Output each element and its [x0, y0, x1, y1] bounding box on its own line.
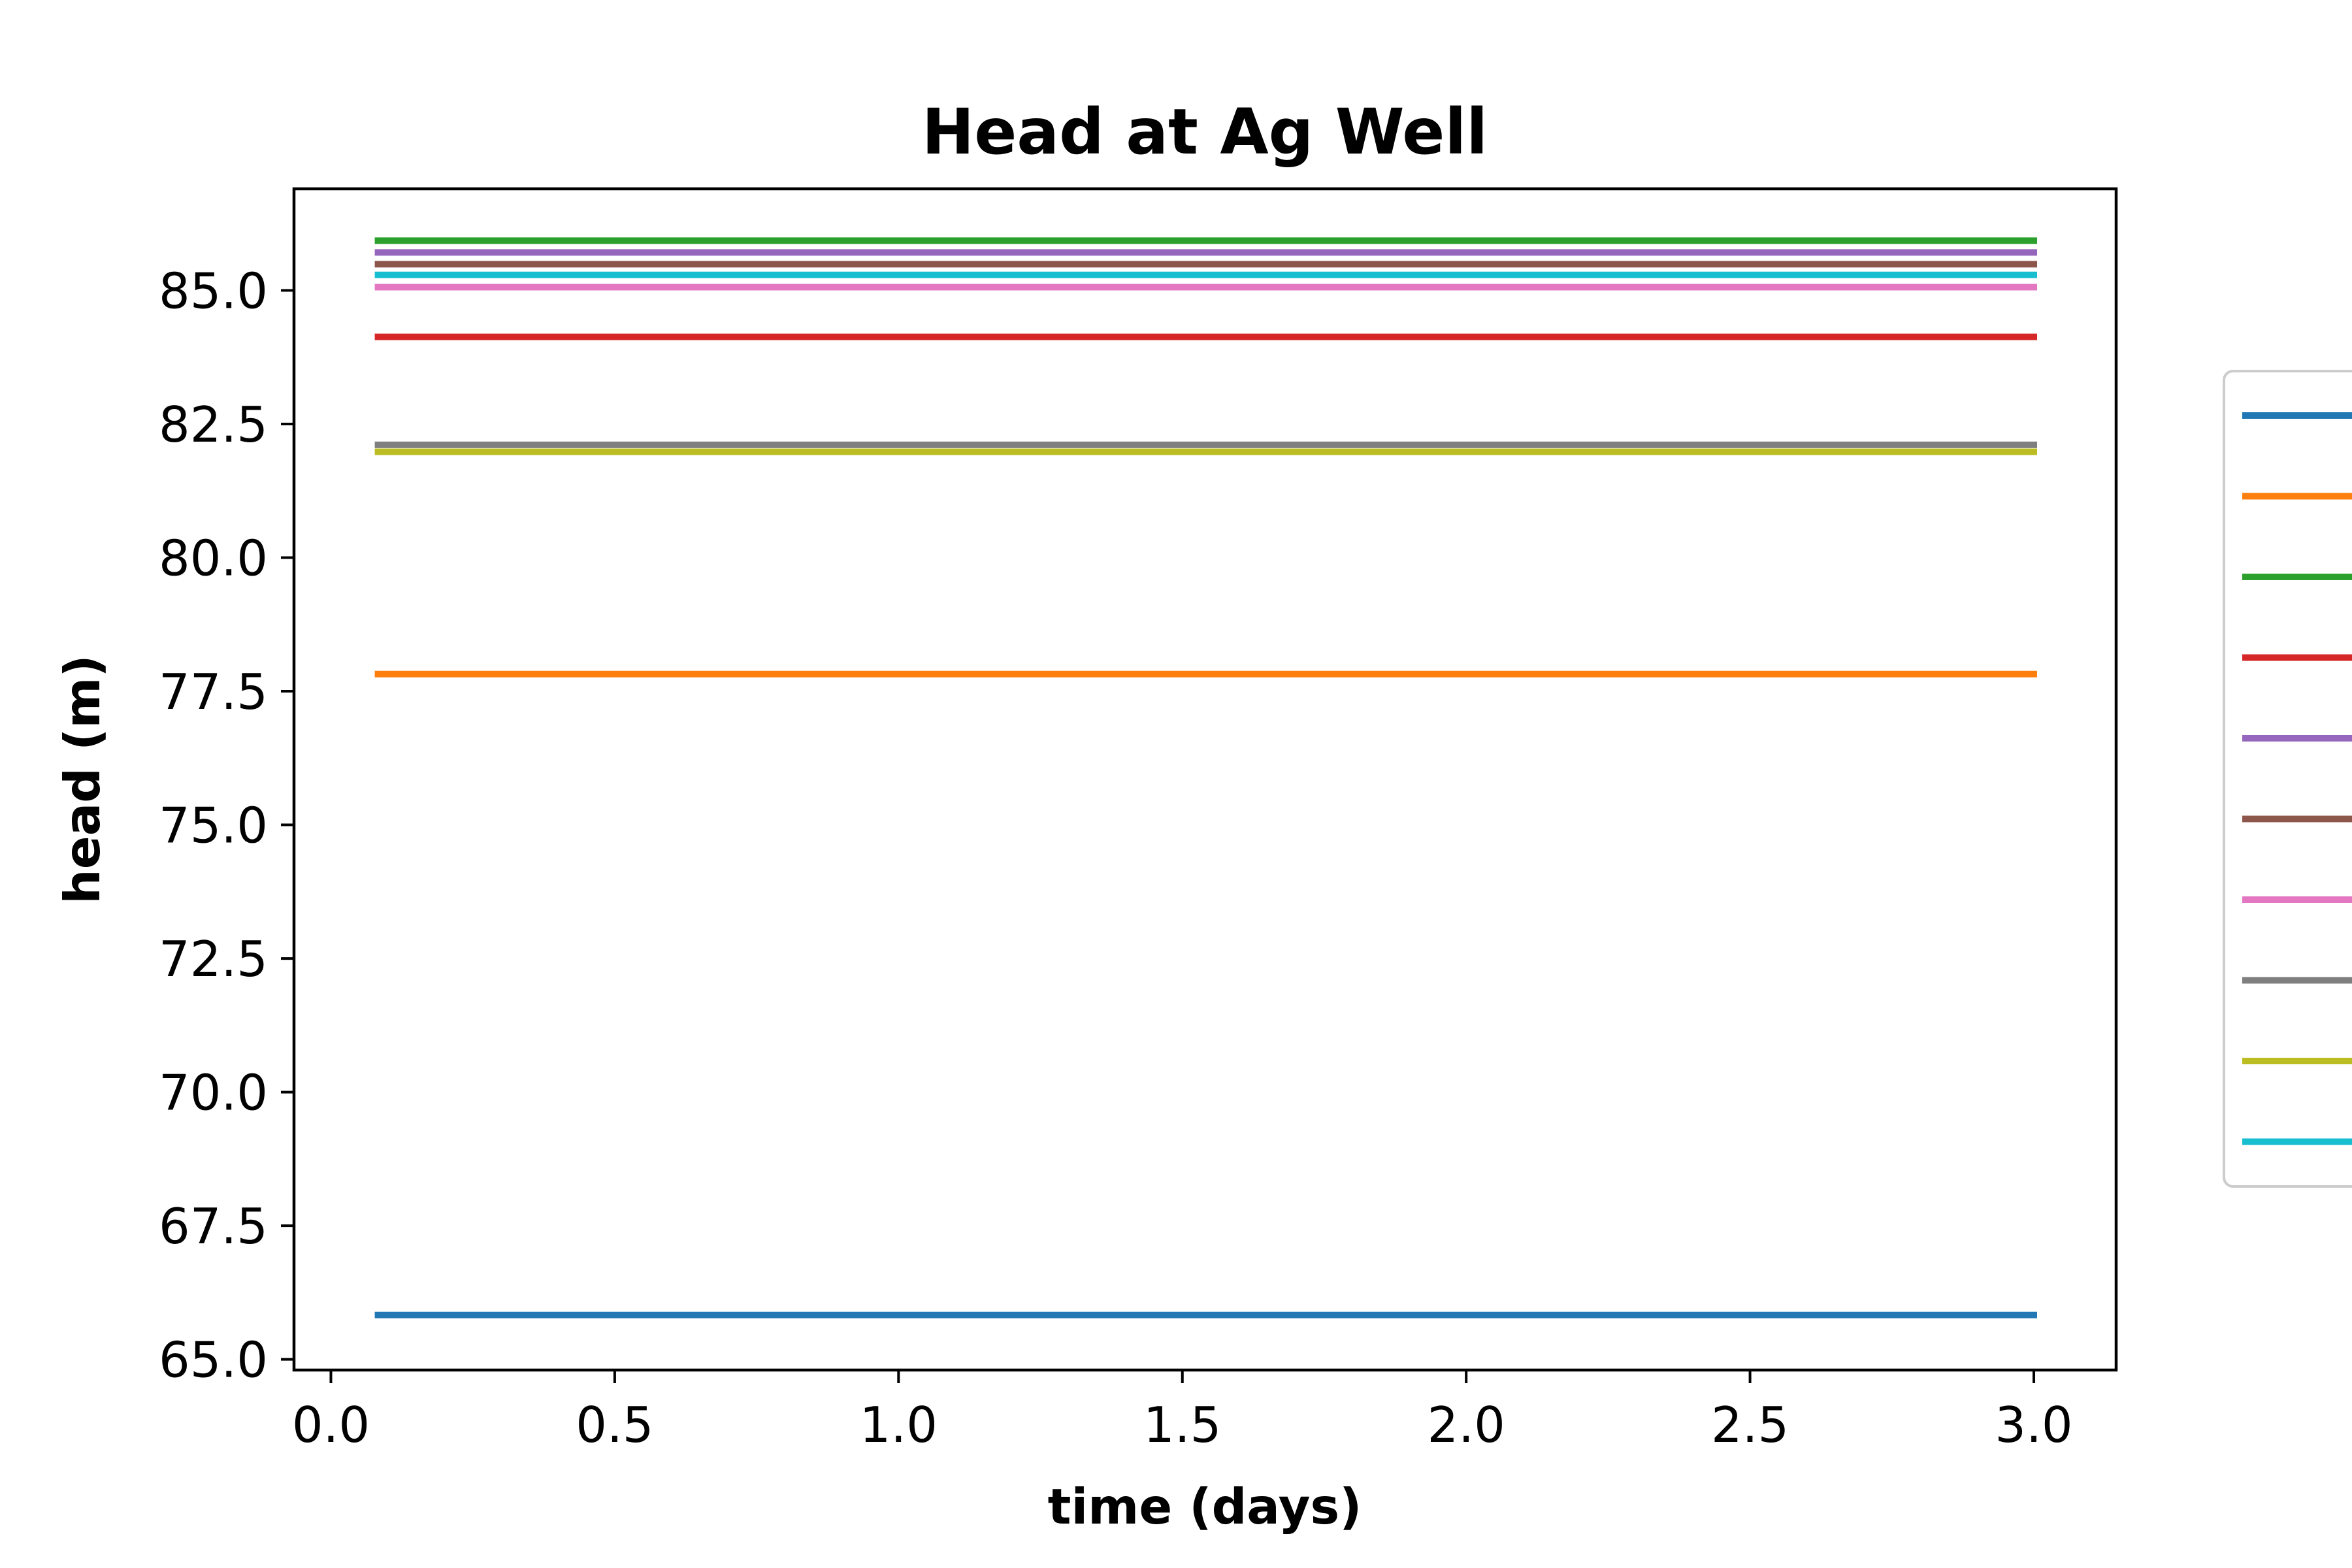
y-tick-label: 80.0 [159, 529, 268, 587]
y-tick-label: 70.0 [159, 1064, 268, 1122]
y-tick-label: 82.5 [159, 396, 268, 453]
y-tick-label: 65.0 [159, 1331, 268, 1389]
chart-title: Head at Ag Well [922, 95, 1488, 169]
x-tick-label: 1.5 [1143, 1396, 1221, 1454]
x-axis-ticks: 0.0 0.5 1.0 1.5 2.0 2.5 3.0 [292, 1370, 2073, 1454]
y-axis-ticks: 65.0 67.5 70.0 72.5 75.0 77.5 80.0 82.5 85.0 [159, 262, 294, 1389]
y-tick-label: 77.5 [159, 663, 268, 721]
y-axis-label: head (m) [54, 655, 111, 904]
y-tick-label: 67.5 [159, 1198, 268, 1255]
x-tick-label: 0.5 [576, 1396, 653, 1454]
x-tick-label: 2.5 [1711, 1396, 1789, 1454]
y-tick-label: 75.0 [159, 797, 268, 855]
legend [2223, 370, 2352, 1188]
y-tick-label: 72.5 [159, 930, 268, 988]
x-tick-label: 2.0 [1428, 1396, 1505, 1454]
legend-items [2242, 412, 2352, 1145]
x-tick-label: 3.0 [1995, 1396, 2072, 1454]
x-tick-label: 0.0 [292, 1396, 370, 1454]
x-tick-label: 1.0 [860, 1396, 938, 1454]
y-tick-label: 85.0 [159, 262, 268, 319]
plot-lines [374, 237, 2037, 1318]
plot-frame [292, 187, 2118, 1372]
x-axis-label: time (days) [1048, 1478, 1362, 1535]
